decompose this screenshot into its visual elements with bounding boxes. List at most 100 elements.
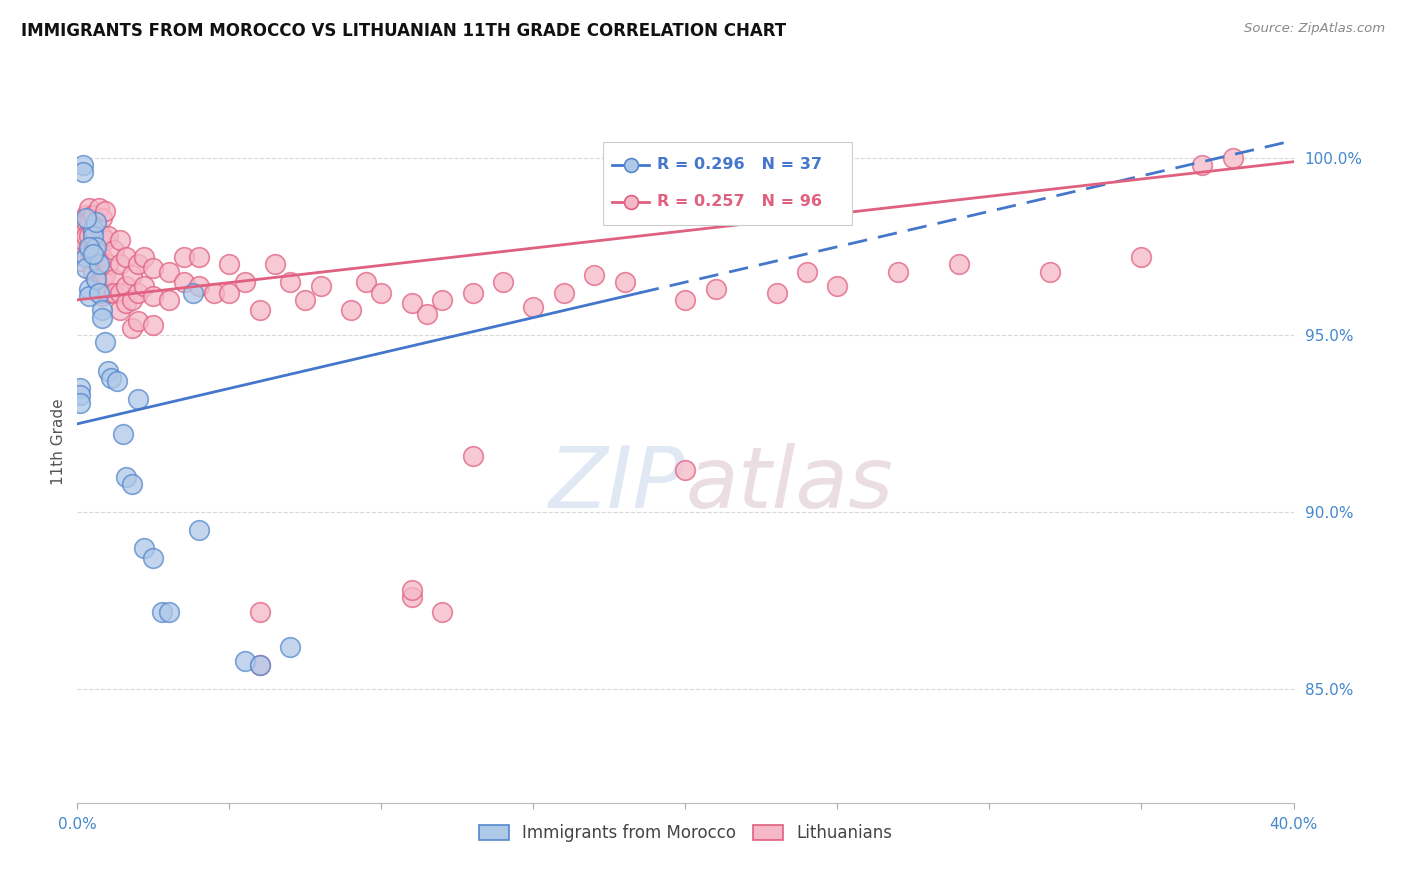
Point xyxy=(69,395,91,409)
Legend: Immigrants from Morocco, Lithuanians: Immigrants from Morocco, Lithuanians xyxy=(472,817,898,848)
Point xyxy=(249,657,271,672)
Point xyxy=(84,215,107,229)
Point xyxy=(827,278,849,293)
Point xyxy=(152,605,174,619)
Text: atlas: atlas xyxy=(686,443,893,526)
Point xyxy=(233,654,256,668)
Point xyxy=(115,251,138,265)
Point xyxy=(79,201,101,215)
Point xyxy=(218,285,240,300)
Text: Source: ZipAtlas.com: Source: ZipAtlas.com xyxy=(1244,22,1385,36)
Point xyxy=(100,371,122,385)
Point xyxy=(173,251,195,265)
Point xyxy=(82,229,104,244)
Point xyxy=(181,285,204,300)
Point xyxy=(87,240,110,254)
Text: IMMIGRANTS FROM MOROCCO VS LITHUANIAN 11TH GRADE CORRELATION CHART: IMMIGRANTS FROM MOROCCO VS LITHUANIAN 11… xyxy=(21,22,786,40)
Point xyxy=(278,640,301,654)
Point xyxy=(69,253,91,268)
Point xyxy=(1222,151,1244,165)
Point xyxy=(108,303,131,318)
Point xyxy=(675,463,697,477)
Point xyxy=(105,374,128,388)
Point xyxy=(87,257,110,271)
Point xyxy=(142,260,165,275)
Point xyxy=(72,165,94,179)
Point xyxy=(69,381,91,395)
Point xyxy=(127,257,149,271)
Point xyxy=(84,229,107,244)
Point xyxy=(583,268,606,282)
Point xyxy=(887,264,910,278)
Point xyxy=(108,285,131,300)
Point xyxy=(340,303,363,318)
Point xyxy=(93,335,115,350)
Point xyxy=(90,229,112,244)
Point xyxy=(188,523,211,537)
Point xyxy=(84,271,107,285)
Point xyxy=(84,271,107,285)
Point xyxy=(127,314,149,328)
Point xyxy=(87,285,110,300)
Point xyxy=(157,605,180,619)
Point xyxy=(354,275,377,289)
Point xyxy=(401,583,423,598)
Point xyxy=(103,285,125,300)
Point xyxy=(79,282,101,296)
Point xyxy=(69,240,91,254)
Point xyxy=(461,449,484,463)
Point xyxy=(461,285,484,300)
Point xyxy=(108,233,131,247)
Point xyxy=(796,264,818,278)
Point xyxy=(121,477,143,491)
Point xyxy=(84,251,107,265)
Point xyxy=(157,264,180,278)
Point xyxy=(370,285,392,300)
Text: R = 0.296   N = 37: R = 0.296 N = 37 xyxy=(658,158,823,172)
Point xyxy=(401,591,423,605)
Point xyxy=(97,257,120,271)
Point xyxy=(90,211,112,226)
Point xyxy=(704,282,727,296)
Point xyxy=(90,271,112,285)
Point xyxy=(121,321,143,335)
Point xyxy=(1039,264,1062,278)
Point xyxy=(134,541,156,555)
Point xyxy=(90,310,112,325)
Point xyxy=(87,201,110,215)
Point xyxy=(553,285,575,300)
Point xyxy=(218,257,240,271)
Y-axis label: 11th Grade: 11th Grade xyxy=(51,398,66,485)
Point xyxy=(173,275,195,289)
Point xyxy=(69,229,91,244)
Point xyxy=(75,208,97,222)
Point xyxy=(492,275,515,289)
Point xyxy=(111,427,134,442)
Point xyxy=(278,275,301,289)
Point xyxy=(127,392,149,406)
Point xyxy=(79,229,101,244)
Point xyxy=(264,257,287,271)
Point xyxy=(75,211,97,226)
Point xyxy=(142,551,165,566)
Point xyxy=(233,275,256,289)
Point xyxy=(69,247,91,261)
Point xyxy=(121,293,143,307)
Point xyxy=(522,300,544,314)
Point xyxy=(121,268,143,282)
Text: R = 0.257   N = 96: R = 0.257 N = 96 xyxy=(658,194,823,209)
Point xyxy=(142,318,165,332)
Point xyxy=(157,293,180,307)
Point xyxy=(294,293,316,307)
Point xyxy=(72,233,94,247)
Point xyxy=(103,271,125,285)
Point xyxy=(948,257,970,271)
Point xyxy=(309,278,332,293)
Text: ZIP: ZIP xyxy=(550,443,686,526)
Point xyxy=(1191,158,1213,172)
Point xyxy=(97,285,120,300)
Point xyxy=(84,215,107,229)
Point xyxy=(765,285,787,300)
Point xyxy=(87,260,110,275)
Point xyxy=(79,215,101,229)
